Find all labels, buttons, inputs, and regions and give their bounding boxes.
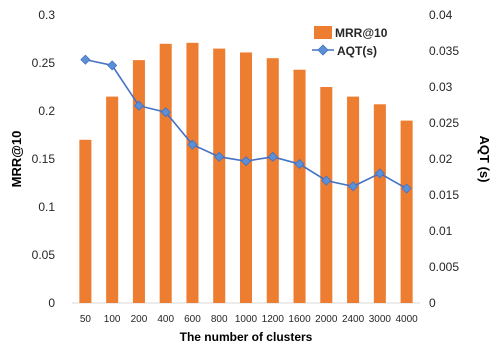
bar-100	[106, 96, 119, 303]
bar-1200	[266, 58, 279, 304]
right-tick-label: 0.015	[429, 188, 459, 202]
aqt-point-50	[80, 54, 91, 65]
legend-marker-aqt	[317, 44, 329, 56]
bar-1600	[293, 69, 306, 303]
aqt-point-3000	[374, 168, 385, 179]
bar-50	[79, 139, 92, 303]
right-tick-label: 0.01	[429, 224, 453, 238]
bar-2000	[320, 87, 333, 303]
aqt-point-400	[160, 107, 171, 118]
aqt-point-2400	[348, 181, 359, 192]
x-tick-label: 200	[131, 314, 148, 325]
aqt-point-800	[214, 151, 225, 162]
legend-label-mrr: MRR@10	[335, 26, 388, 40]
right-tick-label: 0	[429, 296, 436, 310]
bar-2400	[347, 96, 360, 303]
aqt-point-4000	[401, 183, 412, 194]
left-axis-ticks: 0 0.05 0.1 0.15 0.2 0.25 0.3	[32, 8, 56, 310]
left-tick-label: 0.05	[32, 248, 56, 262]
bar-800	[213, 48, 226, 303]
left-tick-label: 0	[48, 296, 55, 310]
x-tick-label: 800	[211, 314, 228, 325]
left-tick-label: 0.25	[32, 56, 56, 70]
aqt-point-1000	[240, 156, 252, 167]
aqt-point-2000	[321, 175, 332, 186]
x-tick-label: 1200	[262, 314, 285, 325]
bar-series	[79, 42, 413, 304]
x-tick-label: 3000	[369, 314, 392, 325]
left-tick-label: 0.2	[38, 104, 55, 118]
bar-200	[132, 60, 145, 304]
line-series	[80, 54, 412, 194]
x-tick-label: 600	[184, 314, 201, 325]
left-axis-title: MRR@10	[9, 131, 24, 188]
right-tick-label: 0.005	[429, 260, 459, 274]
x-tick-label: 2000	[315, 314, 338, 325]
left-tick-label: 0.1	[38, 200, 55, 214]
x-tick-label: 50	[80, 314, 92, 325]
aqt-point-600	[187, 139, 198, 150]
x-tick-label: 100	[104, 314, 121, 325]
left-tick-label: 0.3	[38, 8, 55, 22]
bar-4000	[400, 120, 413, 303]
x-axis-ticks: 50 100 200 400 600 800 1000 1200 1600 2000 2400 300…	[80, 314, 418, 325]
legend-label-aqt: AQT(s)	[337, 44, 377, 58]
aqt-point-200	[133, 100, 144, 111]
bar-3000	[373, 104, 386, 303]
x-tick-label: 4000	[395, 314, 418, 325]
x-axis-title: The number of clusters	[180, 330, 313, 344]
aqt-point-1200	[267, 151, 278, 162]
right-tick-label: 0.025	[429, 116, 459, 130]
x-tick-label: 400	[157, 314, 174, 325]
legend: MRR@10 AQT(s)	[312, 26, 388, 58]
right-axis-title: AQT (s)	[477, 136, 492, 183]
right-axis-ticks: 0 0.005 0.01 0.015 0.02 0.025 0.03 0.035 0.04	[429, 8, 459, 310]
x-tick-label: 1600	[288, 314, 311, 325]
legend-swatch-mrr	[314, 26, 332, 39]
bar-400	[159, 43, 172, 304]
right-tick-label: 0.02	[429, 152, 453, 166]
bar-1000	[239, 52, 253, 303]
x-tick-label: 2400	[342, 314, 365, 325]
right-tick-label: 0.04	[429, 8, 453, 22]
bar-600	[186, 42, 199, 304]
aqt-point-100	[107, 60, 118, 71]
right-tick-label: 0.03	[429, 80, 453, 94]
left-tick-label: 0.15	[32, 152, 56, 166]
x-tick-label: 1000	[235, 314, 258, 325]
right-tick-label: 0.035	[429, 44, 459, 58]
aqt-point-1600	[294, 158, 305, 170]
